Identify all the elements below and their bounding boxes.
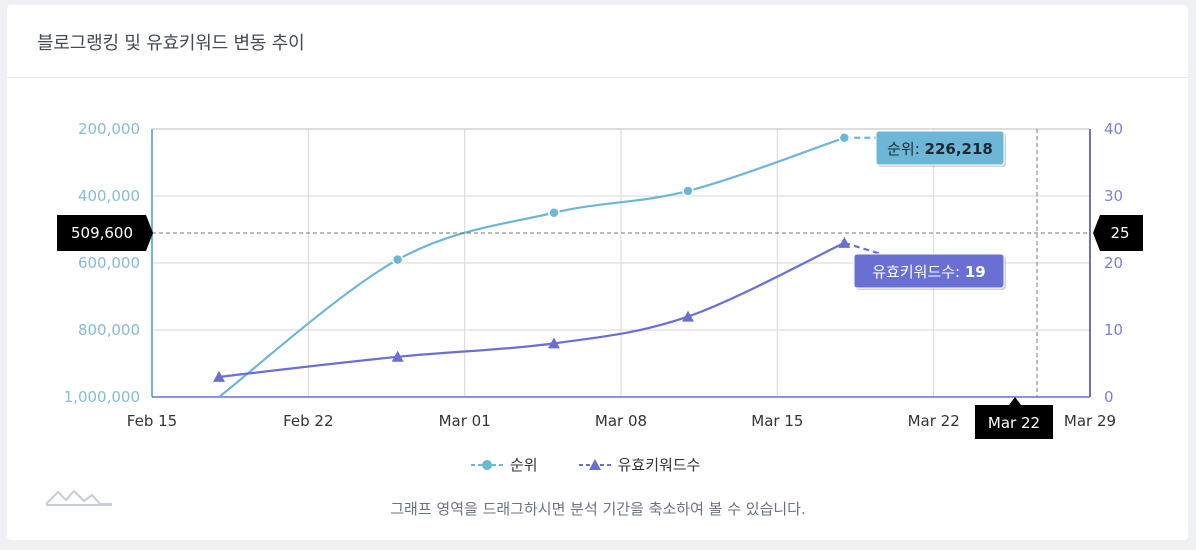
card-title: 블로그랭킹 및 유효키워드 변동 추이 (37, 33, 305, 54)
chart-overlay: 509,600 25 Mar 22 순위: 226,218 유효키워드수: 19 (57, 129, 1143, 439)
crosshair-right-label: 25 (1110, 224, 1129, 242)
y-right-tick-label: 0 (1104, 388, 1114, 406)
legend-keywords-symbol (578, 458, 611, 470)
mountain-logo-icon (45, 489, 112, 506)
tooltip-box (853, 253, 1005, 289)
tooltip-value: 226,218 (925, 140, 993, 158)
tooltip-value: 19 (965, 263, 986, 281)
y-right-tick-label: 20 (1104, 254, 1123, 272)
crosshair-x-label: Mar 22 (988, 414, 1040, 432)
y-left-tick-label: 200,000 (78, 120, 140, 138)
rank-series-line (218, 136, 845, 398)
chart-series (213, 132, 940, 398)
keywords-point (548, 337, 560, 349)
crosshair-left-label-box (57, 215, 153, 251)
y-right-tick-label: 40 (1104, 120, 1123, 138)
tooltip-label: 유효키워드수: (872, 263, 965, 281)
x-tick-label: Mar 15 (751, 412, 803, 430)
keywords-point (391, 350, 404, 362)
crosshair-right-label-box (1093, 215, 1143, 251)
legend-keywords-label: 유효키워드수 (617, 456, 701, 474)
tooltip-box (875, 130, 1005, 166)
keywords-point (213, 370, 225, 382)
y-left-tick-label: 400,000 (78, 187, 140, 205)
crosshair-x-label-box (975, 397, 1053, 439)
x-tick-label: Mar 01 (439, 412, 491, 430)
legend-item-rank[interactable]: 순위 (470, 454, 538, 475)
y-left-tick-label: 1,000,000 (64, 388, 140, 406)
y-left-tick-label: 800,000 (78, 321, 140, 339)
tooltip-text: 순위: 226,218 (887, 140, 993, 158)
tooltip: 순위: 226,218 (875, 130, 1006, 167)
chart-axes: 200,000 400,000 600,000 800,000 1,000,000 40 3… (64, 120, 1123, 430)
tooltip-label: 순위: (887, 140, 924, 158)
x-tick-label: Mar 08 (595, 412, 647, 430)
y-right-tick-label: 30 (1104, 187, 1123, 205)
keywords-point (838, 236, 851, 248)
legend-rank-label: 순위 (510, 456, 538, 474)
rank-point (548, 207, 560, 219)
tooltip-text: 유효키워드수: 19 (872, 263, 986, 281)
chart-legend: 순위 유효키워드수 (470, 454, 700, 475)
drag-hint-text: 그래프 영역을 드래그하시면 분석 기간을 축소하여 볼 수 있습니다. (390, 500, 806, 518)
x-tick-label: Mar 22 (908, 412, 960, 430)
x-tick-label: Mar 29 (1064, 412, 1116, 430)
rank-point (682, 185, 694, 197)
y-left-tick-label: 600,000 (78, 254, 140, 272)
legend-rank-symbol (471, 459, 503, 470)
y-right-tick-label: 10 (1104, 321, 1123, 339)
rank-point (391, 253, 404, 266)
legend-item-keywords[interactable]: 유효키워드수 (578, 454, 701, 475)
x-tick-label: Feb 22 (283, 412, 333, 430)
tooltip: 유효키워드수: 19 (853, 253, 1006, 290)
x-tick-label: Feb 15 (127, 412, 177, 430)
rank-point (838, 132, 851, 144)
keywords-point (682, 310, 694, 322)
card-header: 블로그랭킹 및 유효키워드 변동 추이 (7, 5, 1188, 78)
crosshair-left-label: 509,600 (71, 224, 133, 242)
